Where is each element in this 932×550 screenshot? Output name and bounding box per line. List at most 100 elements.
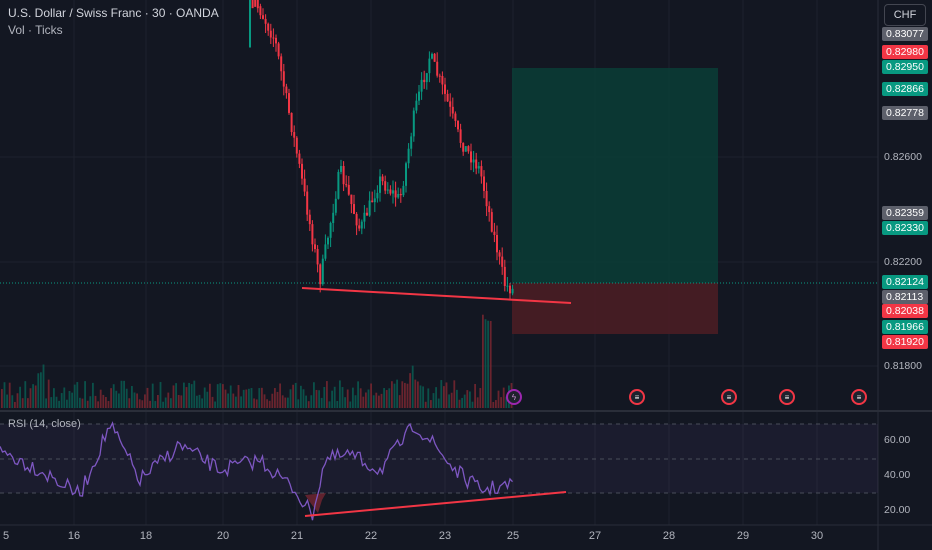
price-tag-green: 0.81966 [882,320,928,334]
volume-bar [167,392,170,408]
candle-body [446,93,449,102]
candle-body [327,237,329,245]
volume-bar [219,383,222,408]
volume-bar [419,385,422,408]
candle-body [303,178,306,192]
candle-body [256,0,259,9]
candle-body [490,212,493,232]
flash-event-icon[interactable]: ϟ [506,389,522,405]
volume-bar [24,381,27,408]
candle-body [251,0,254,9]
volume-bar [81,398,84,408]
time-label: 23 [438,530,452,542]
volume-bar [456,389,458,408]
candle-body [412,110,415,137]
volume-bar [417,381,419,408]
candle-body [436,61,439,76]
volume-bar [97,401,99,408]
volume-bar [497,390,500,408]
volume-bar [297,399,300,408]
volume-bar [34,385,37,408]
volume-bar [437,398,440,408]
volume-bar [502,387,505,408]
currency-button[interactable]: CHF [884,4,926,26]
volume-bar [214,401,216,408]
volume-bar [115,390,118,408]
volume-bar [500,397,502,408]
volume-bar [19,386,21,408]
volume-bar [261,387,263,408]
us-flag-event-icon[interactable]: ≡ [629,389,645,405]
volume-indicator-label[interactable]: Vol · Ticks [8,23,63,37]
candle-body [449,101,452,107]
volume-bar [131,386,133,408]
candle-body [425,73,428,83]
us-flag-event-icon[interactable]: ≡ [721,389,737,405]
volume-bar [154,401,157,408]
volume-bar [224,389,227,408]
candle-body [402,185,405,196]
take-profit-zone [512,68,718,283]
volume-bar [349,401,352,408]
volume-bar [268,400,271,408]
volume-bar [50,397,53,408]
volume-bar [107,401,110,408]
volume-bar [76,382,79,408]
volume-bar [222,384,224,408]
volume-bar [172,385,175,408]
price-tag-gray: 0.82359 [882,206,928,220]
volume-bar [471,401,474,408]
volume-bar [489,320,492,408]
chart-title[interactable]: U.S. Dollar / Swiss Franc · 30 · OANDA [8,6,219,20]
volume-bar [414,379,417,408]
candle-body [353,204,355,214]
candle-body [376,192,379,199]
candle-body [384,181,387,191]
candle-body [269,30,272,38]
volume-bar [365,392,367,408]
volume-bar [336,400,339,408]
volume-bar [159,382,162,408]
volume-bar [409,373,411,408]
volume-bar [245,389,248,408]
candle-body [272,37,275,39]
volume-bar [469,391,471,408]
volume-bar [66,399,68,408]
volume-bar [196,395,198,408]
volume-bar [21,398,24,408]
candle-body [324,244,327,259]
volume-bar [393,383,396,408]
volume-bar [128,398,131,408]
candlesticks [249,0,514,301]
price-tag-green: 0.82866 [882,82,928,96]
volume-bar [118,393,120,408]
candle-body [295,137,298,154]
volume-bar [37,373,40,408]
volume-bar [391,381,393,408]
us-flag-event-icon[interactable]: ≡ [851,389,867,405]
candle-body [249,0,251,48]
us-flag-event-icon[interactable]: ≡ [779,389,795,405]
candle-body [433,53,436,62]
candle-body [321,258,324,285]
volume-bar [385,390,388,408]
candle-body [371,200,374,203]
candle-body [511,288,514,294]
rsi-indicator-label[interactable]: RSI (14, close) [8,418,81,430]
volume-bar [185,387,188,408]
volume-bar [302,389,305,408]
volume-bar [180,395,183,408]
volume-bar [310,395,313,408]
volume-bar [170,398,172,408]
volume-bar [258,388,261,408]
volume-bar [344,397,346,408]
volume-bar [453,380,456,408]
candle-body [454,113,457,121]
volume-bar [242,389,245,408]
volume-bar [313,382,315,408]
candle-body [444,84,446,94]
volume-bar [383,388,385,408]
volume-bar [370,383,372,408]
candle-body [298,153,301,164]
